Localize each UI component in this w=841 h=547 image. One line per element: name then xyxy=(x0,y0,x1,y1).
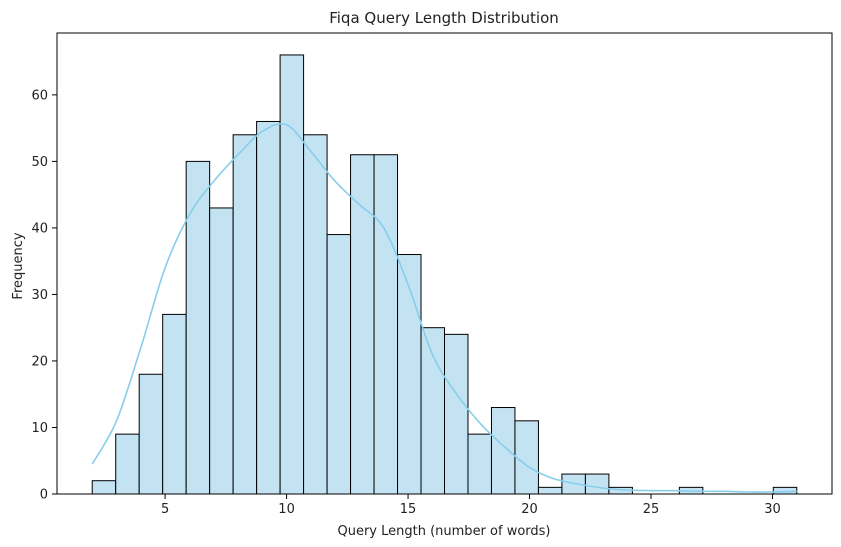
y-axis-ticks: 0 10 20 30 40 50 60 xyxy=(31,88,57,503)
histogram-bar xyxy=(209,207,234,495)
y-tick-label: 20 xyxy=(31,354,48,369)
x-axis-ticks: 5 10 15 20 25 30 xyxy=(161,494,781,517)
x-axis-title: Query Length (number of words) xyxy=(337,524,550,539)
histogram-bar xyxy=(256,120,281,495)
histogram-bar xyxy=(584,473,610,495)
kde-curve xyxy=(91,122,797,493)
y-tick-label: 30 xyxy=(31,288,48,303)
y-tick-label: 0 xyxy=(40,488,48,503)
histogram-bar xyxy=(537,486,563,495)
histogram-bar xyxy=(514,420,539,495)
y-tick-label: 50 xyxy=(31,155,48,170)
plot-frame xyxy=(56,32,833,495)
histogram-bar xyxy=(373,154,399,495)
histogram-bar xyxy=(420,327,446,495)
x-tick-label: 10 xyxy=(278,502,295,517)
bars-group xyxy=(91,54,798,495)
histogram-bar xyxy=(185,160,211,495)
histogram-bar xyxy=(115,433,140,495)
x-tick-label: 25 xyxy=(643,502,660,517)
y-tick-label: 10 xyxy=(31,421,48,436)
histogram-bar xyxy=(232,134,258,495)
histogram-bar xyxy=(91,480,117,495)
histogram-bar xyxy=(138,373,164,495)
y-tick-label: 60 xyxy=(31,88,48,103)
y-tick-label: 40 xyxy=(31,221,48,236)
histogram-bar xyxy=(350,154,375,495)
histogram-bar xyxy=(279,54,305,495)
histogram-bar xyxy=(490,407,516,495)
histogram-bar xyxy=(444,333,469,495)
y-axis-title: Frequency xyxy=(11,232,26,299)
histogram-bar xyxy=(467,433,492,495)
x-tick-label: 15 xyxy=(400,502,417,517)
histogram-bar xyxy=(303,134,328,495)
chart-title: Fiqa Query Length Distribution xyxy=(329,9,559,27)
histogram-bar xyxy=(162,313,187,495)
histogram-bar xyxy=(397,254,422,495)
histogram-bar xyxy=(326,234,352,495)
x-tick-label: 5 xyxy=(161,502,169,517)
x-tick-label: 30 xyxy=(764,502,781,517)
x-tick-label: 20 xyxy=(521,502,538,517)
